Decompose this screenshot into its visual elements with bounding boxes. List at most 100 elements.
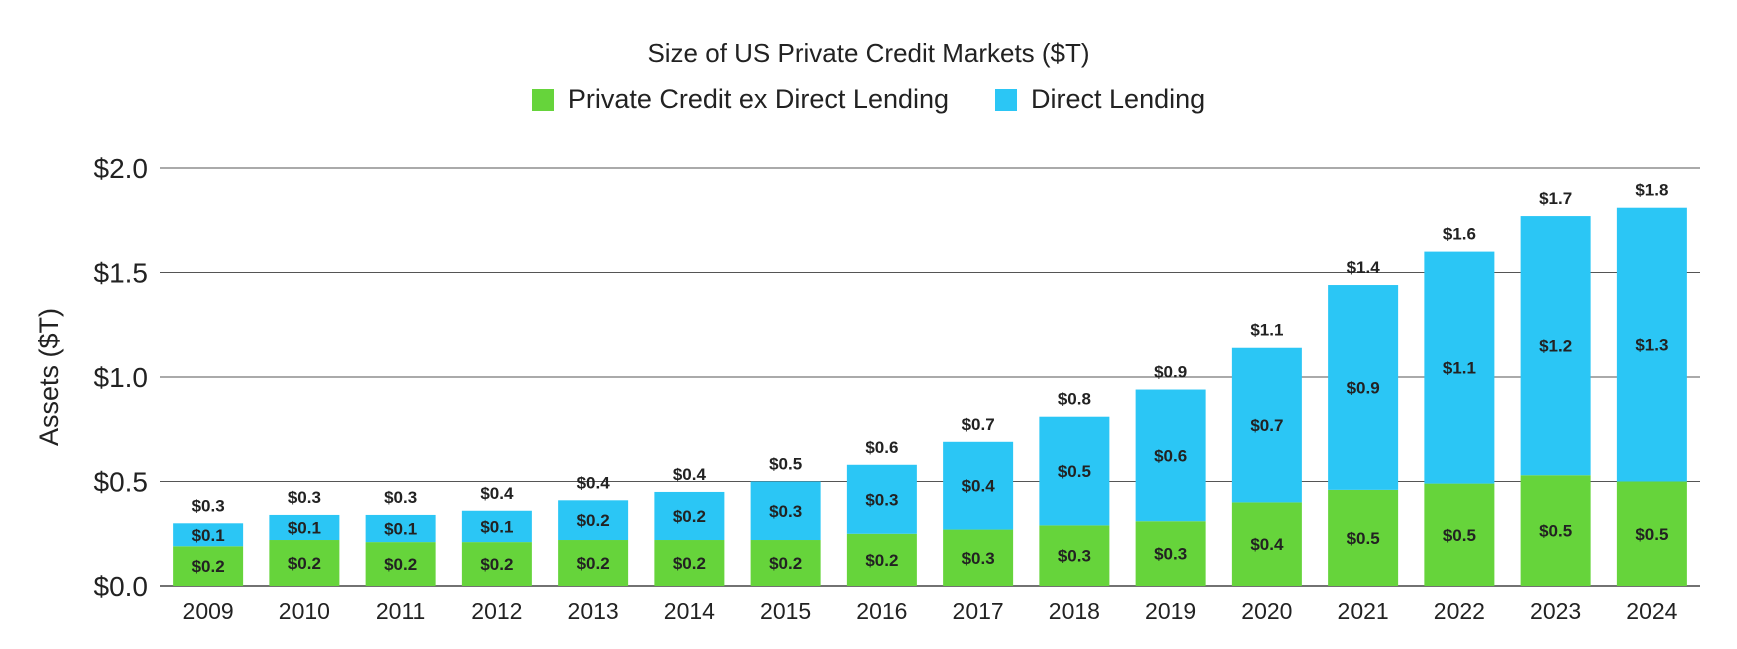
segment-value-label: $0.2 [673, 554, 706, 573]
segment-value-label: $0.1 [288, 518, 321, 537]
x-tick-label: 2020 [1241, 598, 1292, 624]
bar-segment-private-credit [654, 540, 725, 586]
segment-value-label: $0.3 [1154, 545, 1187, 564]
segment-value-label: $1.1 [1443, 359, 1476, 378]
segment-value-label: $0.5 [1058, 462, 1091, 481]
segment-value-label: $0.2 [577, 511, 610, 530]
segment-value-label: $0.3 [962, 549, 995, 568]
x-tick-label: 2018 [1049, 598, 1100, 624]
legend-label-private-credit: Private Credit ex Direct Lending [567, 84, 950, 114]
bar-segment-private-credit [461, 542, 532, 586]
bar-segment-direct-lending [558, 500, 629, 541]
bar-total-label: $0.5 [769, 455, 802, 474]
bar-total-label: $0.8 [1058, 390, 1091, 409]
bar-total-label: $0.4 [480, 484, 514, 503]
bar-segment-direct-lending [1039, 416, 1110, 526]
segment-value-label: $0.2 [769, 554, 802, 573]
segment-value-label: $0.9 [1347, 378, 1380, 397]
bar-total-label: $0.4 [673, 465, 707, 484]
x-tick-label: 2010 [279, 598, 330, 624]
bar-segment-private-credit [1328, 489, 1399, 586]
segment-value-label: $0.1 [480, 517, 513, 536]
y-axis-title: Assets ($T) [34, 308, 64, 446]
bar-total-label: $0.9 [1154, 363, 1187, 382]
segment-value-label: $0.2 [673, 507, 706, 526]
chart-title: Size of US Private Credit Markets ($T) [647, 38, 1090, 68]
segment-value-label: $0.2 [384, 555, 417, 574]
segment-value-label: $0.2 [288, 554, 321, 573]
legend-swatch-direct-lending [995, 88, 1018, 111]
bar-segment-direct-lending [1616, 207, 1687, 482]
bar-segment-private-credit [1520, 475, 1591, 586]
segment-value-label: $0.5 [1347, 529, 1380, 548]
bar-segment-direct-lending [365, 514, 436, 543]
bar-segment-private-credit [846, 533, 917, 586]
bar-total-label: $0.3 [192, 496, 225, 515]
bar-segment-private-credit [558, 540, 629, 586]
bars [173, 207, 1687, 586]
y-tick-label: $0.0 [94, 571, 149, 602]
segment-value-label: $0.6 [1154, 446, 1187, 465]
legend-item-direct-lending: Direct Lending [995, 84, 1205, 115]
bar-total-label: $1.8 [1635, 181, 1668, 200]
bar-total-label: $0.3 [384, 488, 417, 507]
segment-value-label: $0.1 [384, 520, 417, 539]
bar-segment-private-credit [1039, 525, 1110, 586]
bar-segment-private-credit [1135, 521, 1206, 586]
x-tick-label: 2015 [760, 598, 811, 624]
segment-value-label: $0.1 [192, 526, 225, 545]
bar-segment-direct-lending [943, 441, 1014, 530]
x-tick-label: 2013 [568, 598, 619, 624]
bar-segment-direct-lending [461, 510, 532, 543]
bar-segment-private-credit [943, 529, 1014, 586]
bar-segment-direct-lending [1231, 347, 1302, 503]
bar-segment-private-credit [750, 540, 821, 586]
bar-segment-direct-lending [1520, 216, 1591, 476]
bar-segment-direct-lending [654, 491, 725, 541]
labels: $0.0 $0.5 $1.0 $1.5 $2.0 $0.2 $0.1 $0.3 2009 $0.2… [94, 153, 1678, 624]
bar-total-label: $0.3 [288, 488, 321, 507]
bar-total-label: $1.6 [1443, 225, 1476, 244]
x-tick-label: 2024 [1626, 598, 1677, 624]
bar-segment-private-credit [1231, 502, 1302, 586]
x-tick-label: 2022 [1434, 598, 1485, 624]
bar-segment-direct-lending [1135, 389, 1206, 522]
segment-value-label: $0.4 [1250, 535, 1284, 554]
x-tick-label: 2017 [953, 598, 1004, 624]
segment-value-label: $1.3 [1635, 336, 1668, 355]
x-tick-label: 2012 [471, 598, 522, 624]
x-tick-label: 2023 [1530, 598, 1581, 624]
x-tick-label: 2014 [664, 598, 715, 624]
bar-segment-direct-lending [1424, 251, 1495, 484]
legend-item-private-credit: Private Credit ex Direct Lending [531, 84, 950, 115]
segment-value-label: $0.2 [192, 557, 225, 576]
bar-total-label: $0.6 [865, 438, 898, 457]
segment-value-label: $0.4 [962, 477, 996, 496]
segment-value-label: $0.2 [480, 555, 513, 574]
bar-segment-private-credit [173, 546, 244, 586]
bar-total-label: $1.7 [1539, 189, 1572, 208]
bar-segment-private-credit [1424, 483, 1495, 586]
bar-segment-direct-lending [173, 523, 244, 547]
segment-value-label: $0.7 [1250, 416, 1283, 435]
y-tick-label: $0.5 [94, 467, 149, 498]
segment-value-label: $0.3 [769, 502, 802, 521]
bar-total-label: $1.1 [1250, 321, 1283, 340]
bar-total-label: $1.4 [1347, 258, 1381, 277]
bar-total-label: $0.7 [962, 415, 995, 434]
x-tick-label: 2011 [376, 598, 425, 624]
segment-value-label: $0.2 [865, 551, 898, 570]
y-tick-label: $2.0 [94, 153, 149, 184]
segment-value-label: $1.2 [1539, 337, 1572, 356]
bar-segment-direct-lending [269, 514, 340, 541]
bar-segment-private-credit [1616, 481, 1687, 586]
segment-value-label: $0.2 [577, 554, 610, 573]
legend-label-direct-lending: Direct Lending [1031, 84, 1206, 114]
segment-value-label: $0.5 [1443, 526, 1476, 545]
x-tick-label: 2016 [856, 598, 907, 624]
bar-segment-direct-lending [750, 481, 821, 541]
x-tick-label: 2009 [183, 598, 234, 624]
segment-value-label: $0.5 [1635, 525, 1668, 544]
